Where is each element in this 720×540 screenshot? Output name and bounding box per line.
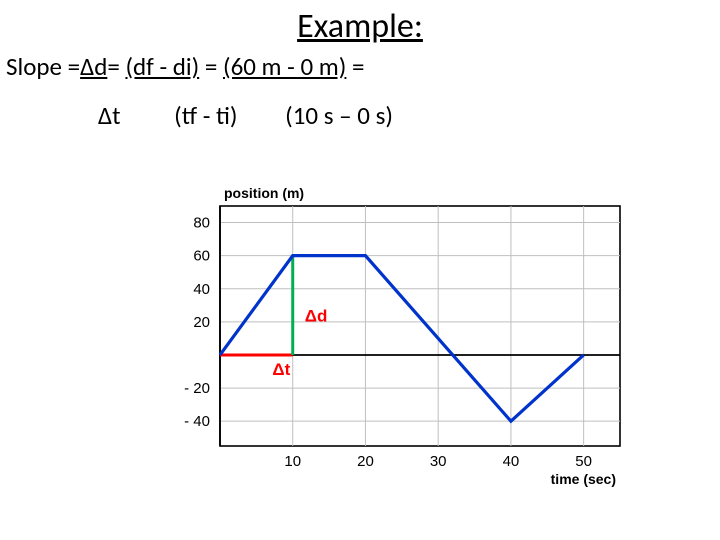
- svg-text:20: 20: [193, 314, 210, 331]
- eq-sign-1: =: [107, 51, 119, 82]
- numeric-bot: (10 s – 0 s): [285, 100, 393, 131]
- slope-text: Slope =: [6, 51, 80, 82]
- df-di: (df - di): [125, 51, 199, 82]
- svg-text:Δt: Δt: [272, 360, 290, 379]
- svg-text:- 20: - 20: [184, 380, 210, 397]
- svg-text:40: 40: [193, 281, 210, 298]
- eq-sign-3: =: [352, 51, 364, 82]
- equation-line-2: Δt (tf - ti) (10 s – 0 s): [0, 82, 720, 131]
- svg-text:60: 60: [193, 248, 210, 265]
- svg-text:position (m): position (m): [224, 185, 304, 201]
- page-title: Example:: [0, 0, 720, 47]
- svg-text:- 40: - 40: [184, 413, 210, 430]
- eq-sign-2: =: [205, 51, 217, 82]
- svg-text:Δd: Δd: [305, 306, 328, 325]
- position-time-chart: - 40 - 20 20 40 60 80 10 20 30 40 50 Δd Δt position (…: [150, 180, 670, 520]
- delta-d: Δd: [80, 51, 107, 82]
- numeric-top: (60 m - 0 m): [223, 51, 346, 82]
- svg-text:50: 50: [575, 453, 592, 470]
- svg-text:10: 10: [284, 453, 301, 470]
- tf-ti: (tf - ti): [174, 100, 237, 131]
- svg-text:40: 40: [503, 453, 520, 470]
- svg-text:30: 30: [430, 453, 447, 470]
- svg-text:20: 20: [357, 453, 374, 470]
- equation-line-1: Slope = Δd = (df - di) = (60 m - 0 m) =: [0, 47, 720, 82]
- svg-text:time (sec): time (sec): [551, 471, 616, 487]
- svg-text:80: 80: [193, 215, 210, 232]
- delta-t: Δt: [98, 100, 121, 131]
